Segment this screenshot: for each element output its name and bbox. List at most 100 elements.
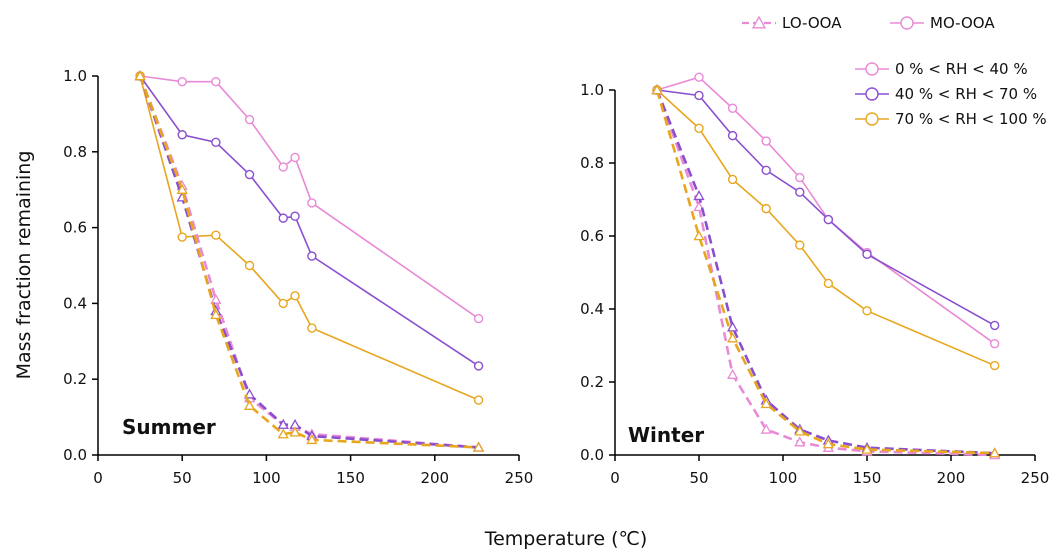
winter-y-tick-label: 1.0 xyxy=(580,81,604,99)
winter-data-point xyxy=(726,332,739,343)
summer-data-point xyxy=(211,137,221,148)
winter-x-tick-label: 200 xyxy=(937,469,966,487)
summer-data-point xyxy=(210,308,222,320)
winter-series-line-mo-ooa-40-rh-70 xyxy=(656,89,996,327)
winter-data-point xyxy=(694,72,704,82)
winter-data-point xyxy=(989,320,1000,331)
winter-y-tick-label: 0.8 xyxy=(580,154,604,172)
summer-data-point xyxy=(289,426,301,437)
summer-series-line-mo-ooa-70-rh-100 xyxy=(139,75,479,401)
summer-data-point xyxy=(306,434,318,445)
summer-data-point xyxy=(177,130,187,140)
winter-data-point xyxy=(761,136,771,146)
legend-oa-type: LO-OOA MO-OOA xyxy=(742,14,995,32)
summer-data-point xyxy=(473,313,484,324)
summer-y-ticks: 0.0 0.2 0.4 0.6 0.8 1.0 xyxy=(63,67,98,464)
summer-x-tick-label: 150 xyxy=(336,469,365,487)
summer-data-point xyxy=(244,169,255,180)
summer-data-point xyxy=(290,291,300,301)
winter-data-point xyxy=(727,103,738,113)
summer-x-ticks: 0 50 100 150 200 250 xyxy=(93,455,533,487)
winter-data-point xyxy=(726,321,739,332)
winter-y-ticks: 0.0 0.2 0.4 0.6 0.8 1.0 xyxy=(580,81,615,464)
legend-rh-label: 70 % < RH < 100 % xyxy=(895,110,1047,128)
summer-series xyxy=(134,70,485,452)
summer-data-point xyxy=(473,361,484,371)
winter-data-point xyxy=(693,230,705,241)
summer-data-point xyxy=(278,298,288,309)
legend-type-marker xyxy=(900,16,914,30)
winter-data-point xyxy=(989,338,1000,349)
summer-data-point xyxy=(177,76,187,87)
winter-data-point xyxy=(694,90,704,101)
summer-x-tick-label: 200 xyxy=(420,469,449,487)
legend-type-label: LO-OOA xyxy=(782,14,842,32)
winter-series xyxy=(651,72,1001,460)
summer-data-point xyxy=(290,152,300,163)
winter-data-point xyxy=(823,278,834,289)
winter-data-point xyxy=(794,436,806,447)
summer-series-line-lo-ooa-0-rh-40 xyxy=(138,75,479,449)
winter-data-point xyxy=(651,84,663,95)
summer-y-tick-label: 0.2 xyxy=(63,370,87,388)
winter-series-line-lo-ooa-70-rh-100 xyxy=(655,89,995,455)
winter-series-line-lo-ooa-0-rh-40 xyxy=(655,89,995,457)
winter-data-point xyxy=(989,360,1000,371)
winter-data-point xyxy=(795,240,805,250)
winter-data-point xyxy=(694,123,704,134)
winter-x-ticks: 0 50 100 150 200 250 xyxy=(610,455,1049,487)
winter-data-point xyxy=(794,425,806,436)
summer-data-point xyxy=(243,399,256,410)
winter-series-line-lo-ooa-40-rh-70 xyxy=(655,89,995,455)
summer-y-tick-label: 0.8 xyxy=(63,143,87,161)
summer-y-tick-label: 1.0 xyxy=(63,67,87,85)
x-axis-label: Temperature (℃) xyxy=(484,528,648,550)
summer-data-point xyxy=(278,162,288,172)
summer-data-point xyxy=(244,260,255,271)
summer-data-point xyxy=(277,428,289,439)
summer-x-tick-label: 0 xyxy=(93,469,103,487)
summer-data-point xyxy=(211,230,221,240)
winter-y-tick-label: 0.0 xyxy=(580,446,604,464)
winter-panel: 0.0 0.2 0.4 0.6 0.8 1.0 0 50 100 150 200 250 Winte… xyxy=(580,72,1049,487)
winter-data-point xyxy=(760,398,772,409)
winter-data-point xyxy=(726,368,739,379)
summer-x-tick-label: 100 xyxy=(252,469,281,487)
winter-x-tick-label: 100 xyxy=(769,469,798,487)
summer-panel: 0.0 0.2 0.4 0.6 0.8 1.0 0 50 100 150 200 250 Summe… xyxy=(63,67,533,487)
summer-data-point xyxy=(473,395,484,405)
summer-data-point xyxy=(134,70,146,81)
winter-data-point xyxy=(862,249,872,259)
summer-data-point xyxy=(307,251,317,261)
winter-data-point xyxy=(761,165,771,176)
winter-data-point xyxy=(989,447,1001,458)
winter-panel-title: Winter xyxy=(628,423,704,447)
summer-x-tick-label: 250 xyxy=(505,469,534,487)
winter-data-point xyxy=(795,172,805,183)
summer-series-line-lo-ooa-70-rh-100 xyxy=(138,75,479,449)
winter-y-tick-label: 0.2 xyxy=(580,373,604,391)
winter-data-point xyxy=(823,214,834,225)
summer-data-point xyxy=(244,114,255,125)
winter-y-tick-label: 0.4 xyxy=(580,300,604,318)
winter-x-tick-label: 50 xyxy=(689,469,708,487)
summer-x-tick-label: 50 xyxy=(173,469,192,487)
summer-series-line-mo-ooa-0-rh-40 xyxy=(139,75,480,320)
winter-data-point xyxy=(760,423,772,434)
summer-data-point xyxy=(307,198,317,208)
winter-data-point xyxy=(861,443,873,454)
summer-data-point xyxy=(307,323,317,333)
legend-rh-marker xyxy=(865,87,879,101)
summer-data-point xyxy=(277,418,289,429)
winter-x-tick-label: 0 xyxy=(610,469,620,487)
summer-data-point xyxy=(278,213,288,223)
summer-y-tick-label: 0.4 xyxy=(63,294,87,312)
winter-x-tick-label: 150 xyxy=(853,469,882,487)
summer-data-point xyxy=(290,211,300,221)
legend-rh-label: 40 % < RH < 70 % xyxy=(895,85,1037,103)
winter-data-point xyxy=(727,174,738,185)
summer-data-point xyxy=(472,441,485,452)
summer-series-line-mo-ooa-40-rh-70 xyxy=(139,75,480,367)
winter-series-line-mo-ooa-70-rh-100 xyxy=(656,89,995,367)
